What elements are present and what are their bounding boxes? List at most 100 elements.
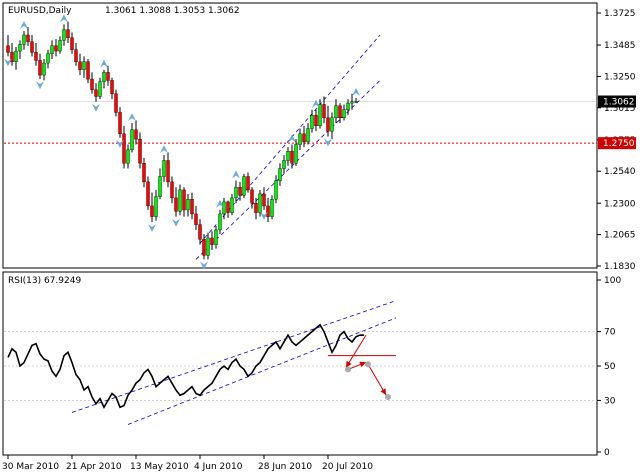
price-y-tick-label: 1.2300 — [604, 199, 636, 209]
fractal-down-marker — [324, 138, 332, 147]
rsi-forecast-arrow — [367, 364, 387, 396]
time-axis-label: 13 May 2010 — [130, 462, 189, 472]
fractal-up-marker — [20, 21, 28, 30]
candle-body — [298, 133, 302, 145]
time-axis-label: 30 Mar 2010 — [2, 462, 59, 472]
candle-body — [50, 45, 54, 54]
candle-body — [210, 237, 214, 245]
candle-body — [218, 213, 222, 231]
fractal-up-marker — [232, 170, 240, 179]
fractal-down-marker — [4, 58, 12, 67]
candle-body — [66, 29, 70, 38]
price-level-tag-label: 1.2750 — [603, 139, 635, 149]
candle-body — [178, 189, 182, 212]
candle-body — [162, 160, 166, 177]
candle-body — [314, 114, 318, 127]
candle-body — [250, 189, 254, 204]
time-axis-label: 28 Jun 2010 — [258, 462, 312, 472]
candle-body — [174, 197, 178, 212]
candle-body — [346, 102, 350, 110]
candle-body — [134, 129, 138, 140]
candle-body — [154, 196, 158, 217]
candle-body — [122, 133, 126, 164]
rsi-forecast-point — [385, 393, 391, 400]
candle-body — [110, 80, 114, 94]
candle-body — [150, 205, 154, 217]
candle-body — [214, 229, 218, 245]
candle-body — [158, 176, 162, 197]
candle-body — [26, 34, 30, 42]
candle-body — [326, 117, 330, 132]
price-y-tick-label: 1.3725 — [604, 9, 636, 19]
candle-body — [98, 81, 102, 97]
rsi-y-tick-label: 0 — [604, 448, 610, 458]
rsi-y-tick-label: 70 — [604, 328, 616, 338]
price-panel: 1.37251.34851.32501.30151.27751.25401.23… — [4, 9, 636, 272]
price-y-tick-label: 1.3250 — [604, 72, 636, 82]
candle-body — [318, 104, 322, 127]
fractal-down-marker — [260, 211, 268, 220]
candle-body — [182, 189, 186, 211]
candle-body — [170, 181, 174, 199]
fractal-up-marker — [128, 113, 136, 122]
time-axis: 30 Mar 2010 21 Apr 2010 13 May 2010 4 Jun 2… — [2, 455, 373, 472]
price-panel-ohlc: 1.3061 1.3088 1.3053 1.3062 — [105, 6, 240, 16]
fractal-up-marker — [160, 145, 168, 154]
rsi-panel-frame — [2, 271, 598, 456]
candle-body — [238, 187, 242, 196]
candle-body — [58, 40, 62, 52]
candle-body — [270, 199, 274, 217]
candle-body — [102, 72, 106, 82]
fractal-down-marker — [116, 139, 124, 148]
candle-body — [22, 34, 26, 45]
candle-body — [166, 160, 170, 183]
candle-body — [46, 53, 50, 64]
candle-body — [206, 237, 210, 256]
candle-body — [342, 109, 346, 119]
candle-body — [274, 180, 278, 200]
time-axis-label: 21 Apr 2010 — [66, 462, 122, 472]
candle-body — [190, 199, 194, 215]
rsi-y-tick-label: 100 — [604, 276, 621, 286]
price-level-tag — [598, 137, 636, 150]
candle-body — [254, 203, 258, 213]
price-panel-label: EURUSD,Daily — [8, 6, 72, 16]
candle-body — [18, 44, 22, 52]
candle-body — [82, 61, 86, 70]
candle-body — [86, 61, 90, 80]
candle-body — [14, 50, 18, 62]
rsi-y-tick-label: 50 — [604, 362, 616, 372]
candle-body — [34, 52, 38, 61]
candle-body — [198, 224, 202, 240]
candle-body — [78, 61, 82, 70]
candle-body — [30, 41, 34, 53]
fractal-up-marker — [100, 59, 108, 68]
candle-body — [234, 187, 238, 199]
candle-body — [138, 138, 142, 164]
price-y-tick-label: 1.3015 — [604, 104, 636, 114]
candle-body — [282, 160, 286, 169]
rsi-channel-line — [71, 300, 397, 413]
candle-body — [54, 45, 58, 52]
candle-body — [90, 78, 94, 90]
candle-body — [246, 176, 250, 191]
candle-body — [286, 150, 290, 161]
candle-body — [130, 129, 134, 151]
candle-body — [258, 193, 262, 213]
rsi-forecast-arrow — [347, 361, 367, 370]
rsi-line — [7, 323, 365, 410]
price-channel-line — [195, 80, 381, 260]
fractal-down-marker — [172, 218, 180, 227]
candle-body — [194, 213, 198, 225]
rsi-panel: 100 70 50 30 0 — [4, 276, 621, 458]
candle-body — [222, 201, 226, 215]
rsi-forecast-point — [365, 361, 371, 368]
candle-body — [70, 37, 74, 50]
candle-body — [6, 45, 10, 53]
candle-body — [62, 29, 66, 41]
price-y-tick-label: 1.2540 — [604, 167, 636, 177]
fractal-up-marker — [312, 99, 320, 108]
candle-body — [302, 133, 306, 143]
candle-body — [10, 52, 14, 62]
current-price-tag — [598, 95, 636, 108]
